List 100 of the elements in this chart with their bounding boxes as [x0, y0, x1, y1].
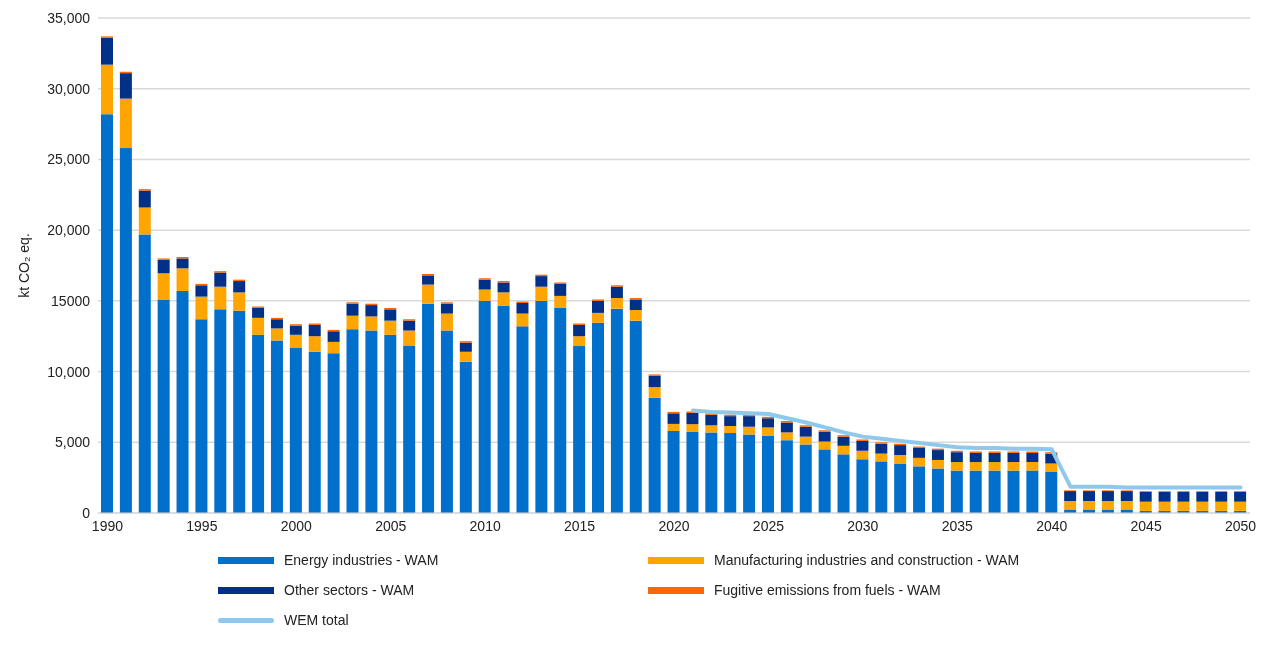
bar — [1026, 470, 1039, 513]
bar — [195, 296, 208, 320]
y-tick-label: 30,000 — [47, 80, 91, 97]
bar — [931, 459, 944, 469]
bar — [950, 462, 963, 471]
bar — [233, 292, 246, 311]
bar — [214, 286, 227, 310]
bar — [403, 320, 416, 331]
bar — [1158, 501, 1171, 511]
bar — [875, 461, 888, 513]
bar — [913, 466, 926, 513]
bar — [1101, 500, 1114, 510]
bar — [422, 275, 435, 285]
bar — [478, 300, 491, 513]
bar — [856, 450, 869, 460]
legend-label: WEM total — [284, 612, 349, 628]
bar — [913, 457, 926, 467]
bar — [875, 453, 888, 462]
bar — [1026, 452, 1039, 463]
bar — [554, 283, 567, 296]
bar — [327, 331, 340, 342]
bar — [365, 330, 378, 513]
bar — [365, 305, 378, 317]
x-tick-label: 2040 — [1036, 517, 1068, 534]
bar — [592, 312, 605, 323]
bar — [856, 440, 869, 451]
bar — [497, 292, 510, 306]
x-tick-label: 2000 — [280, 517, 313, 534]
bar — [535, 300, 548, 513]
bar — [969, 462, 982, 471]
bar — [516, 302, 529, 314]
bar — [610, 308, 623, 513]
bar — [346, 315, 359, 330]
bar — [101, 37, 113, 65]
y-tick-label: 10,000 — [47, 363, 91, 380]
bar — [176, 290, 189, 513]
x-tick-label: 2010 — [469, 517, 501, 534]
bar — [1007, 470, 1020, 513]
y-tick-label: 25,000 — [47, 151, 91, 168]
bar — [837, 436, 850, 446]
bar — [1045, 471, 1058, 513]
bar — [365, 316, 378, 331]
bar — [195, 285, 208, 297]
bar — [1139, 491, 1152, 502]
bar — [289, 325, 302, 335]
x-tick-label: 2025 — [752, 517, 785, 534]
bar — [931, 468, 944, 513]
bar — [610, 298, 623, 309]
bar — [724, 426, 737, 434]
bar — [554, 295, 567, 308]
bar — [101, 64, 113, 115]
bar — [497, 282, 510, 293]
x-tick-label: 2035 — [941, 517, 974, 534]
bar — [440, 303, 453, 314]
bar — [1215, 491, 1228, 502]
bar — [119, 73, 132, 99]
bar — [1215, 501, 1228, 511]
bar — [478, 289, 491, 301]
bar — [1234, 501, 1247, 511]
legend-label: Energy industries - WAM — [284, 552, 439, 568]
y-tick-label: 20,000 — [47, 222, 91, 239]
bar — [497, 305, 510, 513]
bar — [138, 234, 151, 513]
bar — [894, 463, 907, 513]
bar — [761, 418, 774, 428]
bar — [667, 423, 680, 431]
bar — [988, 470, 1001, 513]
bar — [478, 279, 491, 290]
bar — [648, 387, 661, 398]
bar — [1120, 500, 1133, 510]
bar — [535, 286, 548, 301]
bar — [761, 427, 774, 436]
bar — [875, 443, 888, 454]
bar — [1196, 491, 1209, 502]
bar — [308, 336, 321, 352]
bar — [384, 320, 397, 335]
legend-label: Manufacturing industries and construction - WAM — [714, 552, 1020, 568]
bar — [157, 259, 170, 274]
bar — [799, 436, 812, 445]
bar — [648, 375, 661, 388]
bar — [686, 424, 699, 432]
y-tick-label: 15000 — [51, 292, 91, 309]
y-axis-title: kt CO₂ eq. — [15, 233, 32, 298]
bar — [516, 313, 529, 327]
bar — [384, 309, 397, 321]
bar — [743, 426, 756, 435]
bar — [384, 334, 397, 513]
bar — [422, 284, 435, 304]
bar — [101, 114, 113, 513]
bar — [743, 416, 756, 427]
bar — [554, 307, 567, 513]
bar — [724, 416, 737, 427]
bar — [1026, 462, 1039, 471]
bar — [157, 273, 170, 300]
bar — [988, 462, 1001, 471]
bar — [233, 281, 246, 293]
bar — [950, 470, 963, 513]
bar — [818, 441, 831, 450]
bar — [818, 431, 831, 442]
bar — [648, 397, 661, 513]
